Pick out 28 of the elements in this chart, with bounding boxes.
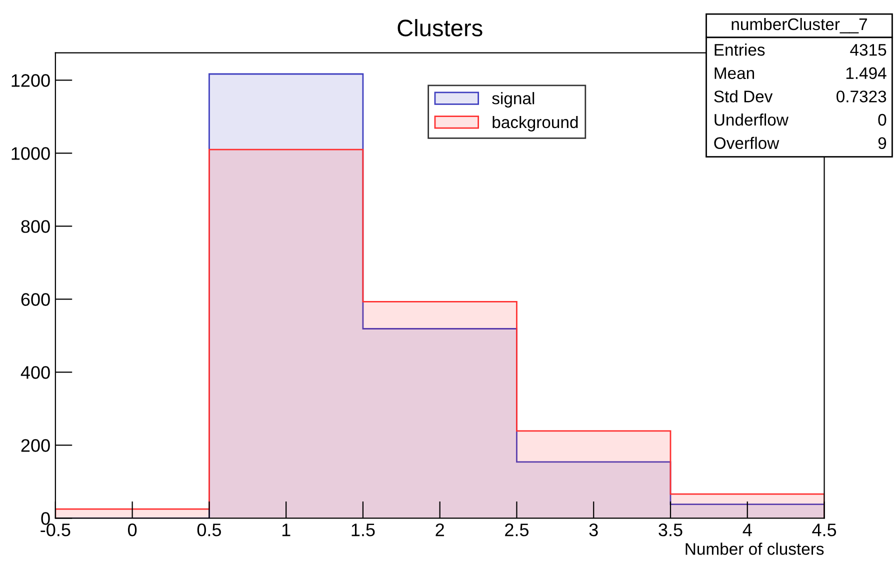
x-tick-label: 2 xyxy=(436,524,444,536)
x-tick-label: 1 xyxy=(282,524,290,536)
y-tick-label: 600 xyxy=(21,293,50,306)
text: numberCluster__7 xyxy=(732,18,867,34)
text: Entries 4315 xyxy=(714,44,886,56)
y-tick-label: 0 xyxy=(41,512,50,525)
x-tick-label: 0 xyxy=(128,524,137,536)
x-tick-label: 3 xyxy=(589,524,598,536)
text: Mean 1.494 xyxy=(714,67,886,80)
x-tick-label: 0.5 xyxy=(197,524,221,536)
x-tick-label: 2.5 xyxy=(505,524,529,536)
text: Underflow 0 xyxy=(714,113,886,126)
text: Overflow 9 xyxy=(714,136,886,150)
x-tick-label: 1.5 xyxy=(352,524,375,536)
x-tick-label: -0.5 xyxy=(40,524,70,536)
y-tick-label: 1000 xyxy=(12,147,50,160)
y-tick-label: 1200 xyxy=(12,74,50,87)
chart-title: Clusters xyxy=(398,19,482,36)
legend-label: background xyxy=(492,116,578,132)
text: Std Dev 0.7323 xyxy=(714,90,886,102)
y-tick-label: 200 xyxy=(21,439,50,452)
x-tick-label: 3.5 xyxy=(658,524,682,536)
y-tick-label: 400 xyxy=(20,366,50,379)
x-tick-label: 4 xyxy=(742,524,752,536)
x-tick-label: 4.5 xyxy=(812,524,836,536)
x-axis-title: Number of clusters xyxy=(686,542,824,555)
y-tick-label: 800 xyxy=(21,220,50,233)
legend-label: signal xyxy=(492,92,534,108)
